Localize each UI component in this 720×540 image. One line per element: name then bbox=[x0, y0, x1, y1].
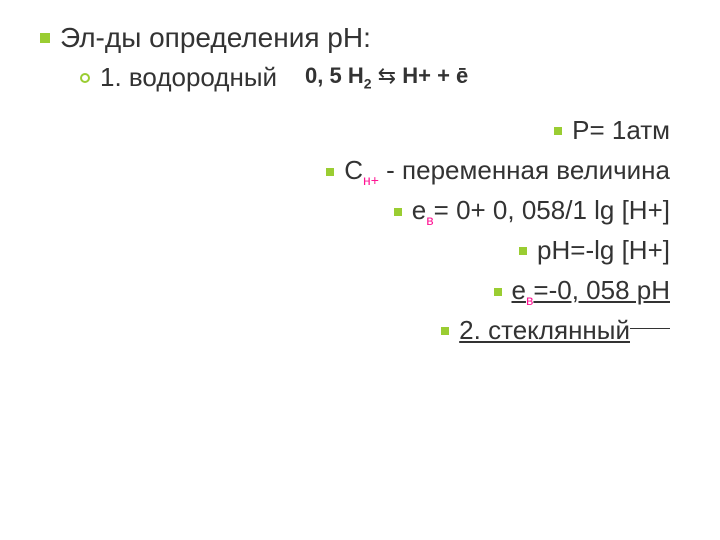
title-row: Эл-ды определения рН: bbox=[40, 22, 371, 54]
formula-part-a: 0, 5 Н bbox=[305, 63, 364, 88]
underline-trail bbox=[630, 328, 670, 329]
line4-sub: н+ bbox=[363, 172, 379, 188]
formula-e: ē bbox=[456, 63, 468, 88]
line8-row: 2. стеклянный bbox=[441, 315, 670, 346]
line5-row: ев= 0+ 0, 058/1 lg [H+] bbox=[394, 195, 670, 228]
line5-sub: в bbox=[426, 212, 433, 228]
bullet-icon bbox=[554, 127, 562, 135]
concentration-text: Сн+ - переменная величина bbox=[344, 155, 670, 188]
glass-label: 2. стеклянный bbox=[459, 315, 630, 346]
ph-formula-text: рН=-lg [H+] bbox=[537, 235, 670, 266]
bullet-icon bbox=[494, 288, 502, 296]
line3-row: Р= 1атм bbox=[554, 115, 670, 146]
line5-b: = 0+ 0, 058/1 lg [H+] bbox=[434, 195, 670, 225]
formula-sub: 2 bbox=[364, 76, 372, 92]
line4-row: Сн+ - переменная величина bbox=[326, 155, 670, 188]
pressure-text: Р= 1атм bbox=[572, 115, 670, 146]
line7-a: е bbox=[512, 275, 526, 305]
line4-b: - переменная величина bbox=[379, 155, 670, 185]
line2-row: 1. водородный 0, 5 Н2 ⇆ Н+ + ē bbox=[80, 62, 468, 93]
line7-row: ев=-0, 058 рН bbox=[494, 275, 671, 308]
formula-arrows: ⇆ bbox=[372, 63, 403, 88]
ev-result-text: ев=-0, 058 рН bbox=[512, 275, 671, 308]
bullet-icon bbox=[441, 327, 449, 335]
hydrogen-formula: 0, 5 Н2 ⇆ Н+ + ē bbox=[305, 63, 468, 91]
line4-a: С bbox=[344, 155, 363, 185]
bullet-icon bbox=[519, 247, 527, 255]
bullet-icon bbox=[326, 168, 334, 176]
title-text: Эл-ды определения рН: bbox=[60, 22, 371, 54]
hydrogen-label: 1. водородный bbox=[100, 62, 277, 93]
ev-formula-text: ев= 0+ 0, 058/1 lg [H+] bbox=[412, 195, 670, 228]
bullet-icon bbox=[394, 208, 402, 216]
line5-a: е bbox=[412, 195, 426, 225]
bullet-icon bbox=[40, 33, 50, 43]
line6-row: рН=-lg [H+] bbox=[519, 235, 670, 266]
hollow-bullet-icon bbox=[80, 73, 90, 83]
formula-part-b: Н+ + bbox=[402, 63, 456, 88]
line7-b: =-0, 058 рН bbox=[533, 275, 670, 305]
